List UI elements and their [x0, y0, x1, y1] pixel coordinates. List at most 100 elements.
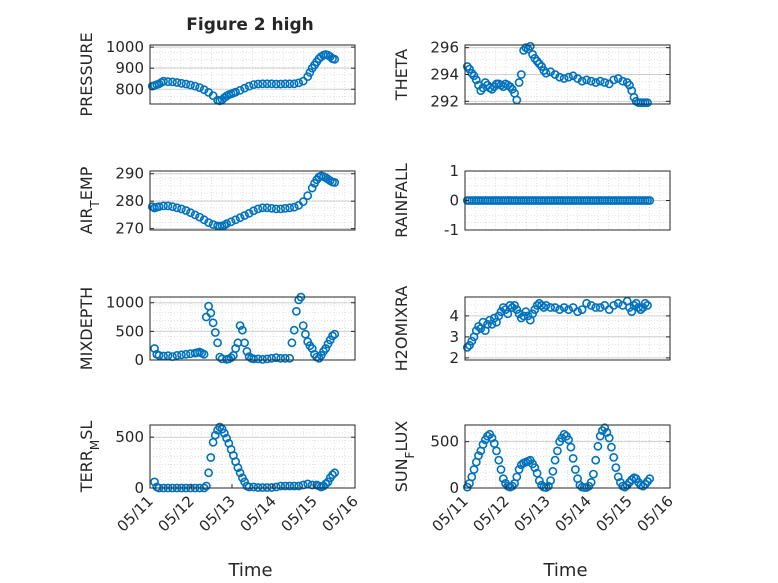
subplot-air_temp: 270 280 290 AIRTEMP [77, 165, 356, 238]
data-point [573, 307, 582, 317]
data-point [537, 300, 546, 310]
data-point [244, 482, 254, 492]
data-point [507, 303, 517, 312]
data-point [235, 85, 245, 95]
data-point [525, 41, 535, 51]
series-markers [147, 50, 340, 106]
data-point [287, 338, 297, 348]
data-point [613, 472, 623, 482]
data-point [190, 210, 200, 220]
data-point [298, 321, 308, 330]
axes-box [149, 44, 356, 105]
data-point [199, 85, 209, 95]
data-point [168, 202, 177, 212]
data-point [330, 468, 340, 478]
data-point [235, 468, 245, 478]
y-tick-label: 0 [449, 192, 459, 210]
data-point [159, 76, 168, 86]
y-tick-label: 294 [430, 66, 459, 84]
data-point [471, 326, 481, 335]
data-point [582, 75, 591, 85]
data-point [462, 342, 472, 352]
y-tick-label: 1000 [106, 38, 144, 56]
data-point [253, 79, 263, 89]
data-point [276, 79, 286, 89]
y-axis-label: AIRTEMP [77, 166, 102, 234]
data-point [573, 74, 582, 83]
series-markers [150, 422, 340, 493]
data-point [559, 429, 569, 439]
data-point [204, 218, 213, 227]
data-point [154, 350, 164, 360]
data-point [289, 202, 299, 212]
data-point [643, 98, 652, 108]
data-point [636, 305, 646, 314]
data-point [489, 313, 499, 323]
data-point [505, 300, 515, 310]
y-tick-label: 500 [115, 322, 144, 340]
data-point [215, 422, 225, 432]
data-point [280, 481, 290, 491]
data-point [643, 300, 652, 310]
data-point [240, 211, 249, 220]
data-point [285, 481, 295, 491]
data-point [298, 76, 308, 86]
y-axis-label: TERRMSL [77, 421, 102, 494]
y-tick-label: 500 [115, 428, 144, 446]
data-point [541, 300, 551, 310]
series-markers [462, 196, 655, 205]
data-point [564, 72, 573, 82]
data-point [483, 431, 492, 441]
data-point [210, 328, 220, 337]
x-axis-label: Time [227, 560, 272, 581]
data-point [555, 72, 564, 82]
data-point [222, 433, 231, 443]
subplot-mixdepth: 0 500 1000 MIXDEPTH [77, 287, 356, 370]
data-point [469, 465, 479, 474]
data-point [213, 338, 222, 348]
series-markers [462, 41, 652, 108]
data-point [262, 79, 272, 89]
data-point [523, 311, 533, 321]
data-point [276, 353, 286, 363]
data-point [177, 78, 186, 88]
data-point [471, 75, 481, 85]
data-point [600, 423, 610, 433]
data-point [244, 81, 254, 91]
data-point [550, 455, 560, 465]
data-point [546, 476, 555, 485]
data-point [291, 306, 301, 316]
data-point [516, 70, 526, 79]
data-point [613, 298, 623, 308]
data-point [478, 440, 488, 449]
data-point [280, 353, 290, 363]
data-point [514, 465, 524, 474]
data-point [634, 303, 643, 312]
data-point [645, 474, 655, 484]
data-point [550, 70, 560, 79]
y-tick-label: 270 [115, 220, 144, 238]
data-point [577, 305, 587, 314]
grid-lines [465, 45, 670, 104]
data-point [512, 472, 522, 482]
data-point [163, 351, 173, 361]
data-point [195, 83, 204, 92]
data-point [582, 298, 591, 308]
data-point [503, 309, 513, 319]
subplot-rainfall: -1 0 1 RAINFALL [392, 162, 671, 239]
data-point [559, 74, 569, 83]
data-point [519, 311, 528, 321]
figure-title: Figure 2 high [186, 15, 314, 35]
data-point [510, 300, 519, 310]
data-point [195, 212, 204, 222]
data-point [289, 325, 299, 335]
data-point [177, 204, 186, 214]
data-point [566, 442, 576, 452]
data-point [233, 463, 243, 473]
data-point [298, 480, 308, 490]
data-point [638, 303, 648, 312]
data-point [546, 67, 555, 77]
data-point [163, 201, 173, 211]
